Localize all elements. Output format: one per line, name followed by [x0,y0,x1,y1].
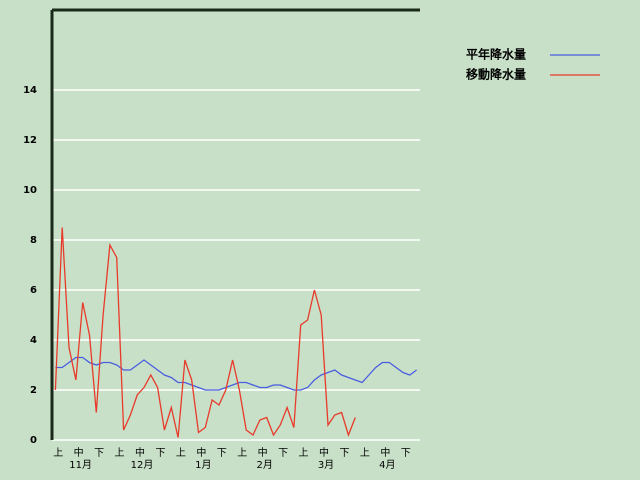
month-label: 4月 [379,459,395,471]
series-line [55,356,417,391]
x-tick-label: 上 [237,447,247,459]
x-tick-label: 下 [94,448,104,459]
y-tick-label: 10 [23,185,37,196]
month-label: 2月 [256,459,272,471]
x-tick-label: 下 [155,448,165,459]
x-tick-label: 下 [339,448,349,459]
legend-label: 平年降水量 [466,47,526,62]
x-tick-label: 中 [319,446,329,459]
y-tick-label: 6 [30,285,37,296]
x-tick-label: 上 [360,447,370,459]
x-tick-label: 下 [217,448,227,459]
x-tick-label: 上 [176,447,186,459]
x-tick-label: 下 [401,448,411,459]
y-tick-label: 2 [30,385,37,396]
x-tick-label: 中 [135,446,145,459]
y-tick-label: 12 [23,135,37,146]
month-label: 1月 [195,459,211,471]
x-tick-label: 中 [258,446,268,459]
x-tick-label: 中 [196,446,206,459]
y-tick-label: 8 [30,235,37,246]
y-tick-label: 0 [30,435,37,446]
legend-label: 移動降水量 [466,67,526,82]
x-tick-label: 上 [115,447,125,459]
x-tick-label: 上 [53,447,63,459]
x-tick-label: 中 [74,446,84,459]
x-tick-label: 上 [299,447,309,459]
y-tick-label: 4 [30,335,37,346]
month-label: 3月 [318,459,334,471]
month-label: 11月 [69,459,92,471]
month-label: 12月 [131,459,154,471]
x-tick-label: 下 [278,448,288,459]
x-tick-label: 中 [380,446,390,459]
series-line [54,227,356,438]
y-tick-label: 14 [23,85,37,96]
